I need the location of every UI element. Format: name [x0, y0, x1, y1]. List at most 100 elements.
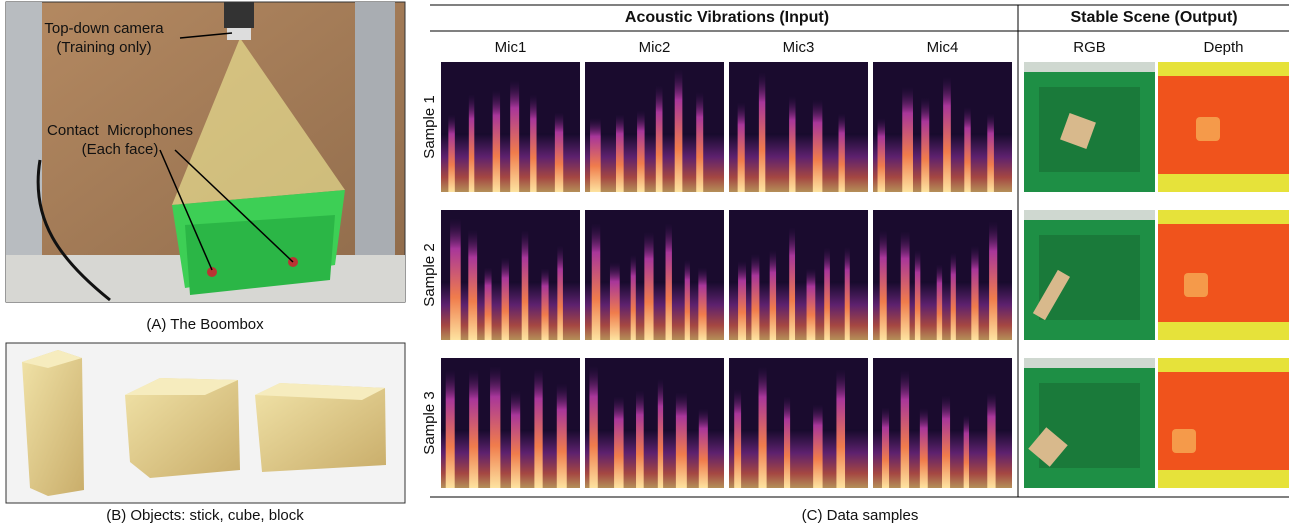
group-title: Acoustic Vibrations (Input) [625, 9, 829, 26]
column-label: Mic1 [495, 39, 527, 56]
depth-edge [1158, 358, 1289, 372]
spectrogram-streak [630, 254, 636, 340]
row-label: Sample 3 [421, 391, 438, 454]
block [1028, 427, 1068, 467]
spectrogram-streak [789, 227, 796, 340]
block [1060, 113, 1096, 149]
spectrogram-streak [655, 85, 663, 192]
spectrogram-streak [637, 110, 645, 192]
spectrogram-streak [812, 99, 823, 192]
caption-b: (B) Objects: stick, cube, block [106, 507, 304, 524]
spectrogram-streak [534, 368, 543, 488]
spectrogram-streak [789, 96, 796, 192]
camera-note: (Training only) [56, 39, 151, 56]
depth-image [1158, 358, 1289, 488]
spectrogram [441, 62, 580, 192]
mic-label: Contact Microphones [47, 122, 193, 139]
caption-a: (A) The Boombox [146, 316, 264, 333]
column-label: Depth [1203, 39, 1243, 56]
spectrogram-streak [445, 369, 455, 488]
depth-edge [1158, 174, 1289, 192]
column-label: Mic4 [927, 39, 959, 56]
spectrogram-streak [921, 97, 930, 192]
row-label: Sample 2 [421, 243, 438, 306]
spectrogram-streak [696, 92, 704, 192]
spectrogram-streak [900, 231, 910, 340]
spectrogram-streak [813, 404, 823, 488]
spectrogram [441, 358, 580, 488]
spectrogram-streak [521, 230, 529, 340]
spectrogram-streak [557, 245, 563, 340]
block [1032, 269, 1070, 321]
depth-edge [1158, 62, 1289, 76]
depth-bg [1158, 358, 1289, 488]
spectrogram-streak [784, 396, 791, 488]
rgb-image [1024, 210, 1155, 340]
spectrogram-streak [900, 370, 910, 488]
rgb-image [1024, 62, 1155, 192]
spectrogram [585, 358, 724, 488]
spectrogram-streak [737, 102, 745, 192]
depth-block [1196, 117, 1220, 141]
row-label: Sample 1 [421, 95, 438, 158]
spectrogram-streak [902, 86, 913, 192]
spectrogram-streak [675, 392, 687, 488]
depth-block [1184, 273, 1208, 297]
spectrogram-streak [468, 229, 478, 340]
spectrogram-streak [698, 408, 708, 488]
spectrogram-streak [758, 72, 766, 192]
spectrogram-streak [836, 369, 846, 488]
spectrogram-streak [469, 369, 479, 488]
spectrogram-streak [987, 392, 996, 488]
spectrogram-streak [769, 250, 777, 340]
spectrogram [873, 62, 1012, 192]
spectrogram-streak [824, 247, 830, 340]
spectrogram [585, 210, 724, 340]
spectrogram-streak [989, 221, 998, 340]
spectrogram-streak [644, 231, 654, 340]
spectrogram [585, 62, 724, 192]
camera-label: Top-down camera [44, 20, 164, 37]
spectrogram [729, 210, 868, 340]
spectrogram-streak [657, 378, 664, 488]
spectrogram-streak [556, 383, 567, 488]
spectrogram-streak [589, 365, 598, 488]
spectrogram-streak [530, 94, 537, 192]
spectrogram-streak [738, 260, 747, 340]
depth-block [1172, 429, 1196, 453]
spectrogram [873, 210, 1012, 340]
spectrogram-streak [844, 246, 850, 340]
spectrogram [441, 210, 580, 340]
spectrogram-floor [729, 429, 868, 488]
spectrogram-streak [501, 257, 509, 340]
depth-edge [1158, 210, 1289, 224]
spectrogram-streak [879, 230, 887, 340]
spectrogram-streak [964, 106, 971, 192]
spectrogram-floor [873, 281, 1012, 340]
spectrogram-streak [943, 76, 951, 192]
spectrogram-streak [510, 79, 520, 192]
mic-note: (Each face) [82, 141, 159, 158]
spectrogram-streak [838, 113, 845, 192]
depth-edge [1158, 470, 1289, 488]
spectrogram-streak [665, 223, 672, 340]
spectrogram [729, 358, 868, 488]
spectrogram-streak [881, 407, 890, 488]
spectrogram-streak [806, 268, 816, 340]
column-label: RGB [1073, 39, 1106, 56]
spectrogram-streak [615, 114, 624, 192]
spectrogram-streak [541, 268, 549, 340]
spectrogram-streak [554, 112, 564, 192]
spectrogram-streak [971, 245, 979, 340]
spectrogram-streak [942, 395, 951, 488]
column-label: Mic2 [639, 39, 671, 56]
spectrogram-streak [614, 396, 624, 488]
spectrogram-streak [591, 223, 601, 340]
bin-top [1024, 62, 1155, 72]
depth-edge [1158, 322, 1289, 340]
spectrogram-streak [684, 259, 690, 340]
spectrogram-streak [468, 94, 475, 192]
depth-bg [1158, 62, 1289, 192]
spectrogram-streak [963, 415, 970, 488]
